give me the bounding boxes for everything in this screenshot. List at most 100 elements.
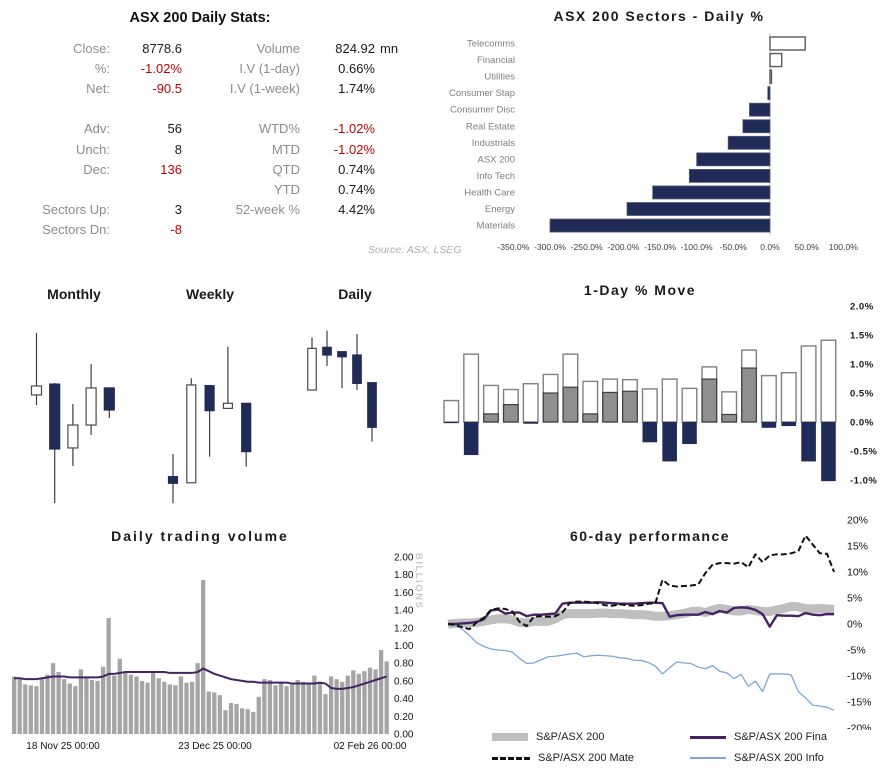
volume-bar: [173, 685, 178, 734]
x-tick-label: -150.0%: [644, 242, 676, 252]
sector-bar-negative: [652, 185, 771, 200]
legend-swatch-fina: [690, 735, 726, 739]
sector-label: ASX 200: [478, 154, 516, 165]
stats-value: 4.42%: [338, 202, 375, 218]
candle-body: [186, 384, 197, 484]
sector-bar-negative: [549, 218, 771, 233]
x-tick-label: 100.0%: [829, 242, 859, 252]
volume-bar: [356, 673, 362, 734]
legend-swatch-info: [690, 757, 726, 759]
x-tick-label: 02 Feb 26 00:00: [334, 741, 407, 752]
y-tick-label: 20%: [847, 515, 868, 527]
y-axis-title: BILLIONS: [413, 553, 424, 609]
x-tick-label: -200.0%: [607, 242, 639, 252]
stats-value: 136: [160, 161, 182, 177]
candle-body: [167, 476, 179, 484]
volume-bar: [100, 666, 106, 734]
volume-bar: [362, 671, 367, 734]
volume-bar: [239, 708, 245, 734]
y-tick-label: 10%: [847, 567, 868, 579]
panel-sectors: ASX 200 Sectors - Daily % Telecomms Finan…: [430, 0, 888, 265]
stats-row: Dec: 136 QTD 0.74%: [0, 159, 410, 179]
volume-bar: [128, 674, 134, 734]
legend-swatch-asx200: [492, 733, 528, 741]
stats-value: 0.74%: [338, 161, 375, 177]
perf-series-thin-blue: [447, 623, 835, 711]
move-bar-negative: [682, 422, 697, 445]
candle-title-monthly: Monthly: [47, 286, 101, 302]
y-tick-label: -20%: [847, 723, 872, 731]
volume-bar: [301, 681, 306, 734]
stats-title: ASX 200 Daily Stats:: [129, 10, 271, 26]
volume-bar: [12, 676, 17, 734]
candle-body: [322, 346, 332, 356]
volume-bar: [206, 691, 211, 734]
volume-bar: [317, 681, 323, 734]
volume-bar: [17, 679, 22, 734]
sector-bar-negative: [742, 119, 771, 134]
candle-title-weekly: Weekly: [186, 286, 234, 302]
sector-label: Consumer Stap: [449, 88, 515, 99]
volume-bar: [123, 672, 128, 734]
sector-bar-negative: [696, 152, 771, 167]
volume-bar: [73, 686, 78, 734]
sector-label: Utilities: [484, 72, 515, 83]
volume-bar: [217, 695, 223, 734]
candle-panel-weekly: [167, 346, 252, 504]
volume-bar: [106, 618, 111, 734]
move-bar-gray: [741, 367, 757, 423]
x-tick-label: -100.0%: [681, 242, 713, 252]
x-tick-label: 50.0%: [794, 242, 819, 252]
move-bar-gray: [562, 386, 579, 423]
volume-bar: [139, 680, 145, 734]
volume-bar: [373, 669, 378, 734]
x-tick-label: 18 Nov 25 00:00: [26, 741, 100, 752]
stats-label: WTD%: [258, 121, 300, 137]
sector-bar-positive: [769, 36, 806, 51]
volume-bar: [345, 675, 350, 734]
move-bar-negative: [523, 422, 538, 424]
legend-item-mate: S&P/ASX 200 Mate: [492, 751, 634, 765]
legend-swatch-mate: [492, 756, 530, 760]
stats-value: 8778.6: [142, 40, 182, 56]
move-bar-range: [661, 378, 678, 423]
y-tick-label: 0.80: [394, 659, 414, 670]
sector-bar-positive: [769, 52, 783, 68]
volume-bar: [50, 663, 56, 734]
sector-bar-negative: [749, 102, 771, 117]
move-bar-range: [780, 371, 797, 423]
move-bar-range: [463, 353, 480, 423]
y-tick-label: 5%: [847, 593, 862, 605]
y-tick-label: 1.5%: [850, 331, 874, 342]
candle-title-daily: Daily: [338, 286, 372, 302]
stats-value: -1.02%: [333, 121, 375, 137]
move-bar-negative: [463, 422, 479, 456]
volume-bar: [78, 669, 84, 734]
move-bar-negative: [642, 422, 658, 443]
volume-bar: [195, 663, 200, 734]
volume-bar: [84, 678, 89, 734]
sector-label: Health Care: [464, 187, 515, 198]
y-tick-label: 1.80: [394, 570, 414, 581]
y-tick-label: 0.00: [394, 730, 414, 741]
y-tick-label: 0.20: [394, 712, 414, 723]
y-tick-label: 1.40: [394, 606, 414, 617]
candle-body: [85, 387, 97, 426]
sector-bar-negative: [688, 168, 771, 183]
sector-label: Telecomms: [467, 39, 515, 50]
move-bar-range: [681, 387, 698, 423]
volume-bar: [251, 711, 256, 734]
stats-value: 56: [167, 121, 182, 137]
perf-series-dashed-black: [447, 534, 836, 631]
volume-bar: [278, 683, 284, 734]
legend-item-info: S&P/ASX 200 Info: [690, 751, 824, 765]
stats-value: 0.74%: [338, 181, 375, 197]
sector-bar-negative: [626, 202, 771, 216]
stats-label: YTD: [274, 181, 300, 197]
stats-label: Close:: [73, 40, 110, 56]
volume-bar: [334, 679, 339, 734]
candle-body: [49, 383, 61, 450]
move-bar-gray: [622, 390, 638, 423]
sector-label: Consumer Disc: [450, 105, 515, 116]
